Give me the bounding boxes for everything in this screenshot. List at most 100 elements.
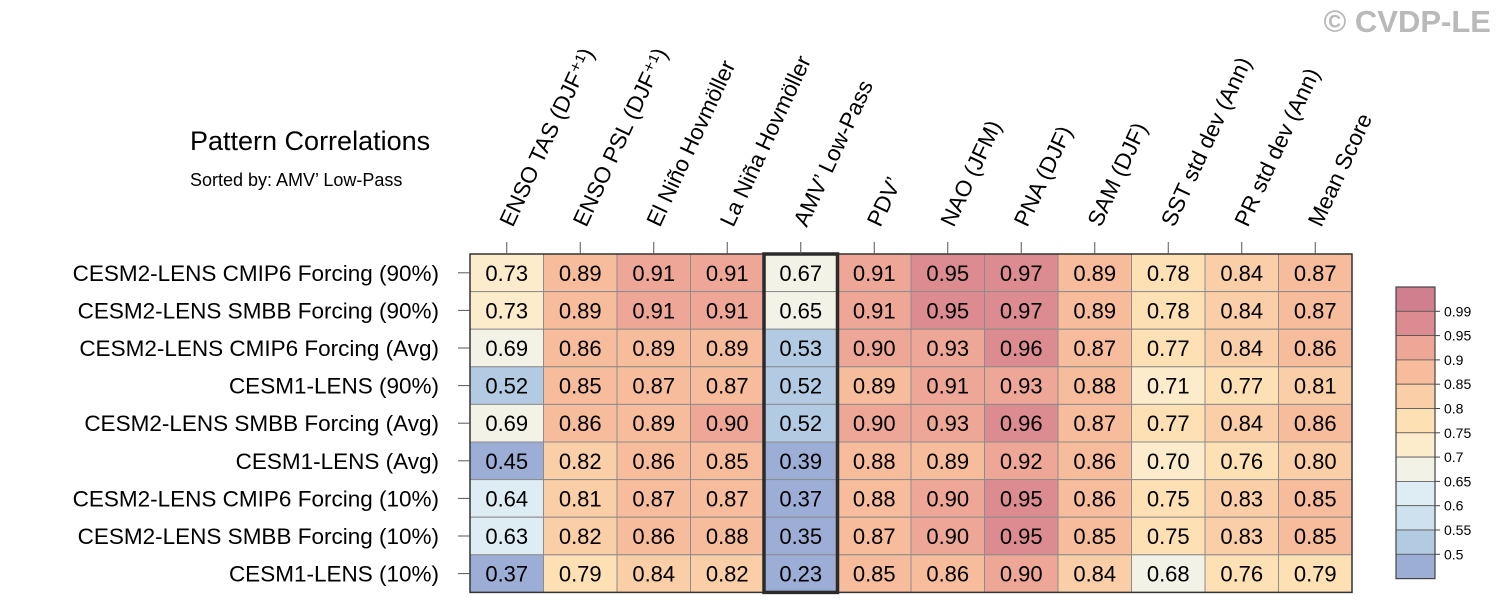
heatmap-cell xyxy=(1278,403,1353,443)
cell-value: 0.68 xyxy=(1147,562,1190,587)
cell-value: 0.90 xyxy=(853,411,896,436)
cell-value: 0.95 xyxy=(1000,486,1043,511)
cell-value: 0.90 xyxy=(706,411,749,436)
heatmap-cell xyxy=(1131,366,1206,405)
colorbar-bin xyxy=(1395,529,1436,555)
cell-value: 0.90 xyxy=(926,524,969,549)
heatmap-cell xyxy=(910,291,985,330)
cell-value: 0.87 xyxy=(1073,336,1116,361)
heatmap-cell xyxy=(1278,328,1353,368)
cell-value: 0.73 xyxy=(485,261,528,286)
cell-value: 0.79 xyxy=(1294,562,1337,587)
heatmap-cell xyxy=(690,328,765,368)
cell-value: 0.45 xyxy=(485,449,528,474)
cell-value: 0.37 xyxy=(779,486,822,511)
row-label: CESM2-LENS CMIP6 Forcing (Avg) xyxy=(79,336,439,361)
cell-value: 0.86 xyxy=(632,449,675,474)
cell-value: 0.77 xyxy=(1147,411,1190,436)
row-label: CESM1-LENS (10%) xyxy=(229,562,439,587)
heatmap-cell xyxy=(1204,291,1279,330)
column-label: AMV’ Low-Pass xyxy=(789,76,878,230)
heatmap-cell xyxy=(837,554,912,593)
colorbar-tick-label: 0.99 xyxy=(1444,303,1471,319)
cell-value: 0.82 xyxy=(559,524,602,549)
heatmap-cell xyxy=(984,253,1059,293)
colorbar-tick-label: 0.65 xyxy=(1444,473,1471,489)
cell-value: 0.91 xyxy=(853,298,896,323)
column-label: SAM (DJF) xyxy=(1083,119,1153,230)
colorbar-tick-label: 0.5 xyxy=(1444,546,1464,562)
cell-value: 0.97 xyxy=(1000,298,1043,323)
heatmap-cell xyxy=(910,441,985,481)
heatmap-cell xyxy=(763,441,838,481)
cell-value: 0.93 xyxy=(926,336,969,361)
cell-value: 0.81 xyxy=(1294,374,1337,399)
cell-value: 0.87 xyxy=(853,524,896,549)
row-label: CESM2-LENS CMIP6 Forcing (10%) xyxy=(73,486,439,511)
cell-value: 0.91 xyxy=(706,261,749,286)
cell-value: 0.67 xyxy=(779,261,822,286)
heatmap-cell xyxy=(837,366,912,405)
cell-value: 0.53 xyxy=(779,336,822,361)
cell-value: 0.96 xyxy=(1000,411,1043,436)
cell-value: 0.95 xyxy=(926,261,969,286)
row-label: CESM2-LENS SMBB Forcing (10%) xyxy=(78,524,439,549)
cell-value: 0.87 xyxy=(1073,411,1116,436)
column-label: PNA (DJF) xyxy=(1009,122,1077,230)
colorbar-tick-label: 0.6 xyxy=(1444,498,1464,514)
cell-value: 0.86 xyxy=(1294,411,1337,436)
column-label: PDV’ xyxy=(862,173,906,230)
heatmap-cell xyxy=(1131,441,1206,481)
heatmap-cell xyxy=(1057,328,1132,368)
heatmap-cell xyxy=(1204,441,1279,481)
cell-value: 0.69 xyxy=(485,336,528,361)
heatmap-cell xyxy=(469,403,544,443)
cell-value: 0.87 xyxy=(632,486,675,511)
colorbar-tick-label: 0.75 xyxy=(1444,425,1471,441)
heatmap-cell xyxy=(1204,516,1279,556)
cell-value: 0.97 xyxy=(1000,261,1043,286)
cell-value: 0.79 xyxy=(559,562,602,587)
cell-value: 0.87 xyxy=(1294,261,1337,286)
heatmap-cell xyxy=(1278,479,1353,518)
cell-value: 0.86 xyxy=(559,336,602,361)
cell-value: 0.85 xyxy=(559,374,602,399)
heatmap-cell xyxy=(543,441,618,481)
cell-value: 0.96 xyxy=(1000,336,1043,361)
cell-value: 0.84 xyxy=(1220,261,1263,286)
row-label: CESM1-LENS (Avg) xyxy=(236,449,439,474)
cell-value: 0.71 xyxy=(1147,374,1190,399)
row-label: CESM2-LENS CMIP6 Forcing (90%) xyxy=(73,261,439,286)
colorbar-bin xyxy=(1395,286,1436,312)
cell-value: 0.88 xyxy=(853,449,896,474)
heatmap-cell xyxy=(1057,291,1132,330)
cell-value: 0.91 xyxy=(632,298,675,323)
heatmap-cell xyxy=(690,479,765,518)
cell-value: 0.93 xyxy=(926,411,969,436)
cell-value: 0.82 xyxy=(559,449,602,474)
heatmap-cell xyxy=(469,328,544,368)
cell-value: 0.78 xyxy=(1147,298,1190,323)
heatmap-cell xyxy=(1204,479,1279,518)
cell-value: 0.52 xyxy=(779,374,822,399)
heatmap-cell xyxy=(690,403,765,443)
cell-value: 0.89 xyxy=(926,449,969,474)
cell-value: 0.76 xyxy=(1220,562,1263,587)
heatmap-cell xyxy=(837,291,912,330)
cell-value: 0.91 xyxy=(706,298,749,323)
heatmap-cell xyxy=(1278,253,1353,293)
cell-value: 0.86 xyxy=(1073,449,1116,474)
cell-value: 0.87 xyxy=(706,374,749,399)
heatmap-cell xyxy=(763,479,838,518)
colorbar-bin xyxy=(1395,359,1436,385)
row-label: CESM2-LENS SMBB Forcing (Avg) xyxy=(84,411,439,436)
cell-value: 0.89 xyxy=(632,336,675,361)
heatmap-cell xyxy=(543,253,618,293)
heatmap-cell xyxy=(469,366,544,405)
heatmap-cell xyxy=(1204,554,1279,593)
cell-value: 0.81 xyxy=(559,486,602,511)
cell-value: 0.95 xyxy=(926,298,969,323)
cell-value: 0.85 xyxy=(1073,524,1116,549)
cell-value: 0.89 xyxy=(559,261,602,286)
heatmap-cell xyxy=(1204,253,1279,293)
